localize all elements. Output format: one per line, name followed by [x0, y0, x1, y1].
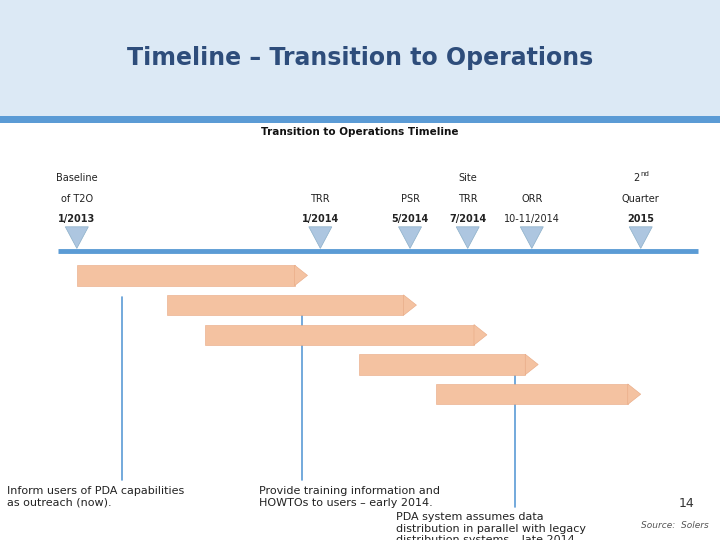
Text: 7/2014: 7/2014: [449, 214, 486, 224]
Bar: [436, 384, 628, 404]
Text: PDA system assumes data
distribution in parallel with legacy
distribution system: PDA system assumes data distribution in …: [396, 364, 586, 540]
Text: Provide training information and
HOWTOs to users – early 2014.: Provide training information and HOWTOs …: [259, 297, 440, 508]
Bar: [359, 354, 526, 375]
Polygon shape: [456, 227, 480, 248]
Polygon shape: [628, 384, 641, 404]
Text: 2: 2: [634, 173, 639, 183]
Polygon shape: [66, 227, 89, 248]
Text: Implementation: Implementation: [408, 360, 475, 369]
Bar: [205, 325, 474, 345]
Text: Site: Site: [459, 173, 477, 183]
Text: Training: Training: [323, 330, 356, 339]
Text: Baseline: Baseline: [56, 173, 98, 183]
Bar: [0, 116, 720, 123]
Text: 10-11/2014: 10-11/2014: [504, 214, 559, 224]
Polygon shape: [525, 354, 538, 375]
Polygon shape: [474, 325, 487, 345]
Text: nd: nd: [640, 171, 649, 177]
Polygon shape: [399, 227, 422, 248]
Polygon shape: [521, 227, 544, 248]
Text: Quarter: Quarter: [622, 193, 660, 204]
Text: Planning: Planning: [168, 271, 204, 280]
Polygon shape: [294, 265, 307, 286]
Text: Sustainment/Ops Support: Sustainment/Ops Support: [477, 390, 586, 399]
Text: Source:  Solers: Source: Solers: [642, 521, 709, 530]
Text: 2015: 2015: [627, 214, 654, 224]
Text: 14: 14: [679, 497, 695, 510]
Text: Outreach: Outreach: [266, 301, 305, 309]
Text: 5/2014: 5/2014: [392, 214, 428, 224]
Text: TRR: TRR: [310, 193, 330, 204]
Text: Inform users of PDA capabilities
as outreach (now).: Inform users of PDA capabilities as outr…: [7, 297, 184, 508]
Text: ORR: ORR: [521, 193, 542, 204]
Bar: [77, 265, 294, 286]
Text: 1/2014: 1/2014: [302, 214, 339, 224]
Text: of T2O: of T2O: [60, 193, 93, 204]
Polygon shape: [403, 295, 416, 315]
Text: Transition to Operations Timeline: Transition to Operations Timeline: [261, 127, 459, 137]
Text: PSR: PSR: [400, 193, 420, 204]
Text: TRR: TRR: [458, 193, 477, 204]
Polygon shape: [629, 227, 652, 248]
Bar: [0, 0, 720, 116]
Bar: [166, 295, 403, 315]
Text: 1/2013: 1/2013: [58, 214, 96, 224]
Text: Timeline – Transition to Operations: Timeline – Transition to Operations: [127, 46, 593, 70]
Polygon shape: [309, 227, 332, 248]
